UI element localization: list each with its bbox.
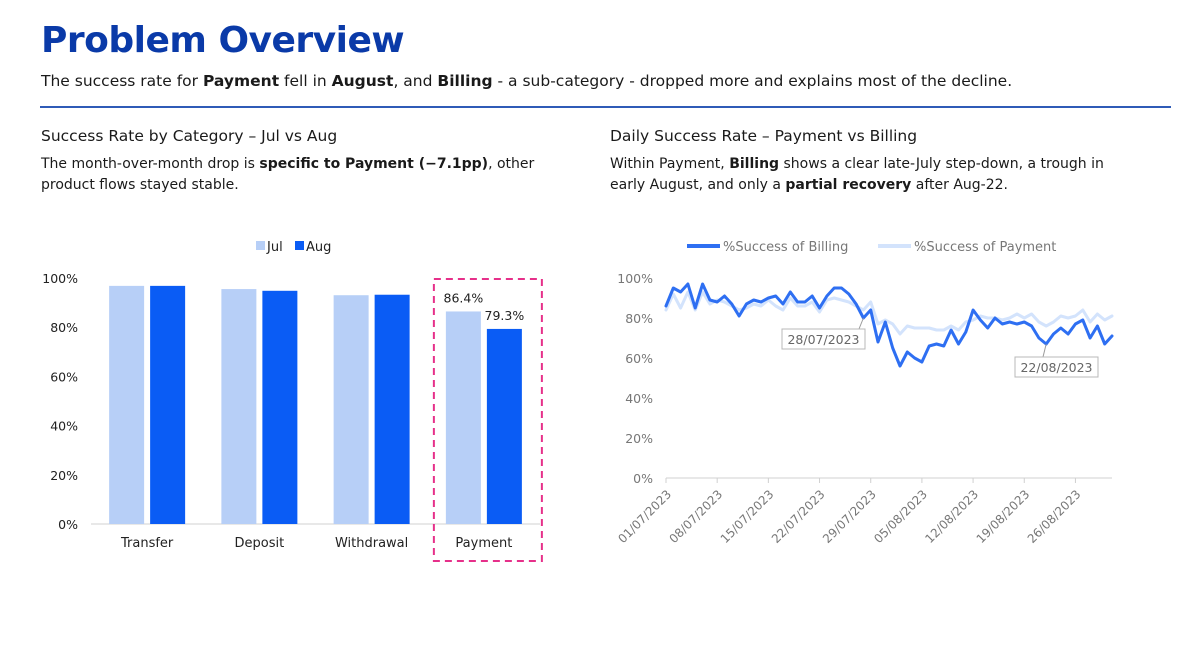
- left-panel-title: Success Rate by Category – Jul vs Aug: [41, 127, 338, 145]
- left-panel-description: The month-over-month drop is specific to…: [41, 154, 561, 196]
- payment-line: [664, 290, 1114, 336]
- payment-highlight-box: [432, 278, 543, 562]
- annotation-leader-line: [1042, 343, 1047, 358]
- line-x-tick-label: 05/08/2023: [871, 487, 930, 546]
- annotation-leader-line: [858, 317, 864, 330]
- subtitle-bold: August: [331, 72, 394, 90]
- desc-bold: Billing: [729, 156, 780, 172]
- bar-jul: [445, 311, 481, 524]
- bar-x-tick-label: Withdrawal: [335, 536, 408, 551]
- bar-x-tick-label: Payment: [455, 536, 512, 551]
- bar-legend-swatch-jul: [256, 241, 265, 250]
- bar-jul: [221, 289, 257, 524]
- desc-bold: partial recovery: [785, 177, 912, 193]
- page-title: Problem Overview: [41, 20, 405, 61]
- annotation-box: [1014, 356, 1099, 378]
- bar-legend-label: Jul: [266, 240, 283, 255]
- bar-legend-label: Aug: [306, 240, 331, 255]
- desc-bold: specific to Payment (−7.1pp): [259, 156, 489, 172]
- desc-text: , other product flows stayed stable.: [41, 156, 535, 193]
- bar-y-tick-label: 80%: [50, 320, 78, 335]
- bar-aug: [486, 328, 522, 524]
- bar-aug: [262, 290, 298, 524]
- bar-x-tick-label: Transfer: [120, 536, 174, 551]
- line-x-tick-label: 26/08/2023: [1025, 487, 1084, 546]
- bar-y-tick-label: 40%: [50, 419, 78, 434]
- line-x-tick-label: 08/07/2023: [666, 487, 725, 546]
- line-y-tick-label: 20%: [625, 431, 653, 446]
- line-x-tick-label: 22/07/2023: [769, 487, 828, 546]
- line-x-tick-label: 01/07/2023: [615, 487, 674, 546]
- desc-text: after Aug-22.: [911, 177, 1008, 193]
- bar-y-tick-label: 0%: [58, 517, 78, 532]
- subtitle-text: - a sub-category - dropped more and expl…: [492, 72, 1013, 90]
- header-divider: [40, 106, 1171, 108]
- bar-legend-swatch-aug: [295, 241, 304, 250]
- bar-jul: [333, 295, 369, 524]
- bar-aug: [150, 285, 186, 524]
- subtitle-bold: Billing: [437, 72, 493, 90]
- bar-data-label: 79.3%: [485, 308, 525, 323]
- annotation-label: 28/07/2023: [787, 332, 859, 347]
- subtitle-text: The success rate for: [41, 72, 203, 90]
- subtitle-text: , and: [393, 72, 438, 90]
- subtitle-bold: Payment: [202, 72, 280, 90]
- bar-y-tick-label: 20%: [50, 468, 78, 483]
- page-subtitle: The success rate for Payment fell in Aug…: [41, 72, 1012, 90]
- annotation-label: 22/08/2023: [1020, 360, 1092, 375]
- line-x-tick-label: 15/07/2023: [718, 487, 777, 546]
- line-x-tick-label: 29/07/2023: [820, 487, 879, 546]
- billing-line: [664, 282, 1114, 368]
- line-x-tick-label: 19/08/2023: [974, 487, 1033, 546]
- desc-text: shows a clear late-July step-down, a tro…: [610, 156, 1104, 193]
- bar-jul: [109, 285, 145, 524]
- desc-text: Within Payment,: [610, 156, 730, 172]
- line-y-tick-label: 100%: [617, 271, 653, 286]
- bar-aug: [374, 294, 410, 524]
- line-y-tick-label: 60%: [625, 351, 653, 366]
- desc-text: The month-over-month drop is: [41, 156, 260, 172]
- bar-data-label: 86.4%: [444, 290, 484, 305]
- right-panel-title: Daily Success Rate – Payment vs Billing: [610, 127, 918, 145]
- bar-x-tick-label: Deposit: [235, 536, 285, 551]
- annotation-box: [781, 328, 866, 350]
- line-y-tick-label: 80%: [625, 311, 653, 326]
- subtitle-text: fell in: [279, 72, 332, 90]
- bar-y-tick-label: 100%: [42, 271, 78, 286]
- line-legend-label: %Success of Billing: [723, 240, 848, 255]
- line-legend-label: %Success of Payment: [914, 240, 1056, 255]
- line-y-tick-label: 0%: [633, 471, 653, 486]
- line-x-tick-label: 12/08/2023: [922, 487, 981, 546]
- right-panel-description: Within Payment, Billing shows a clear la…: [610, 154, 1130, 196]
- line-y-tick-label: 40%: [625, 391, 653, 406]
- bar-y-tick-label: 60%: [50, 369, 78, 384]
